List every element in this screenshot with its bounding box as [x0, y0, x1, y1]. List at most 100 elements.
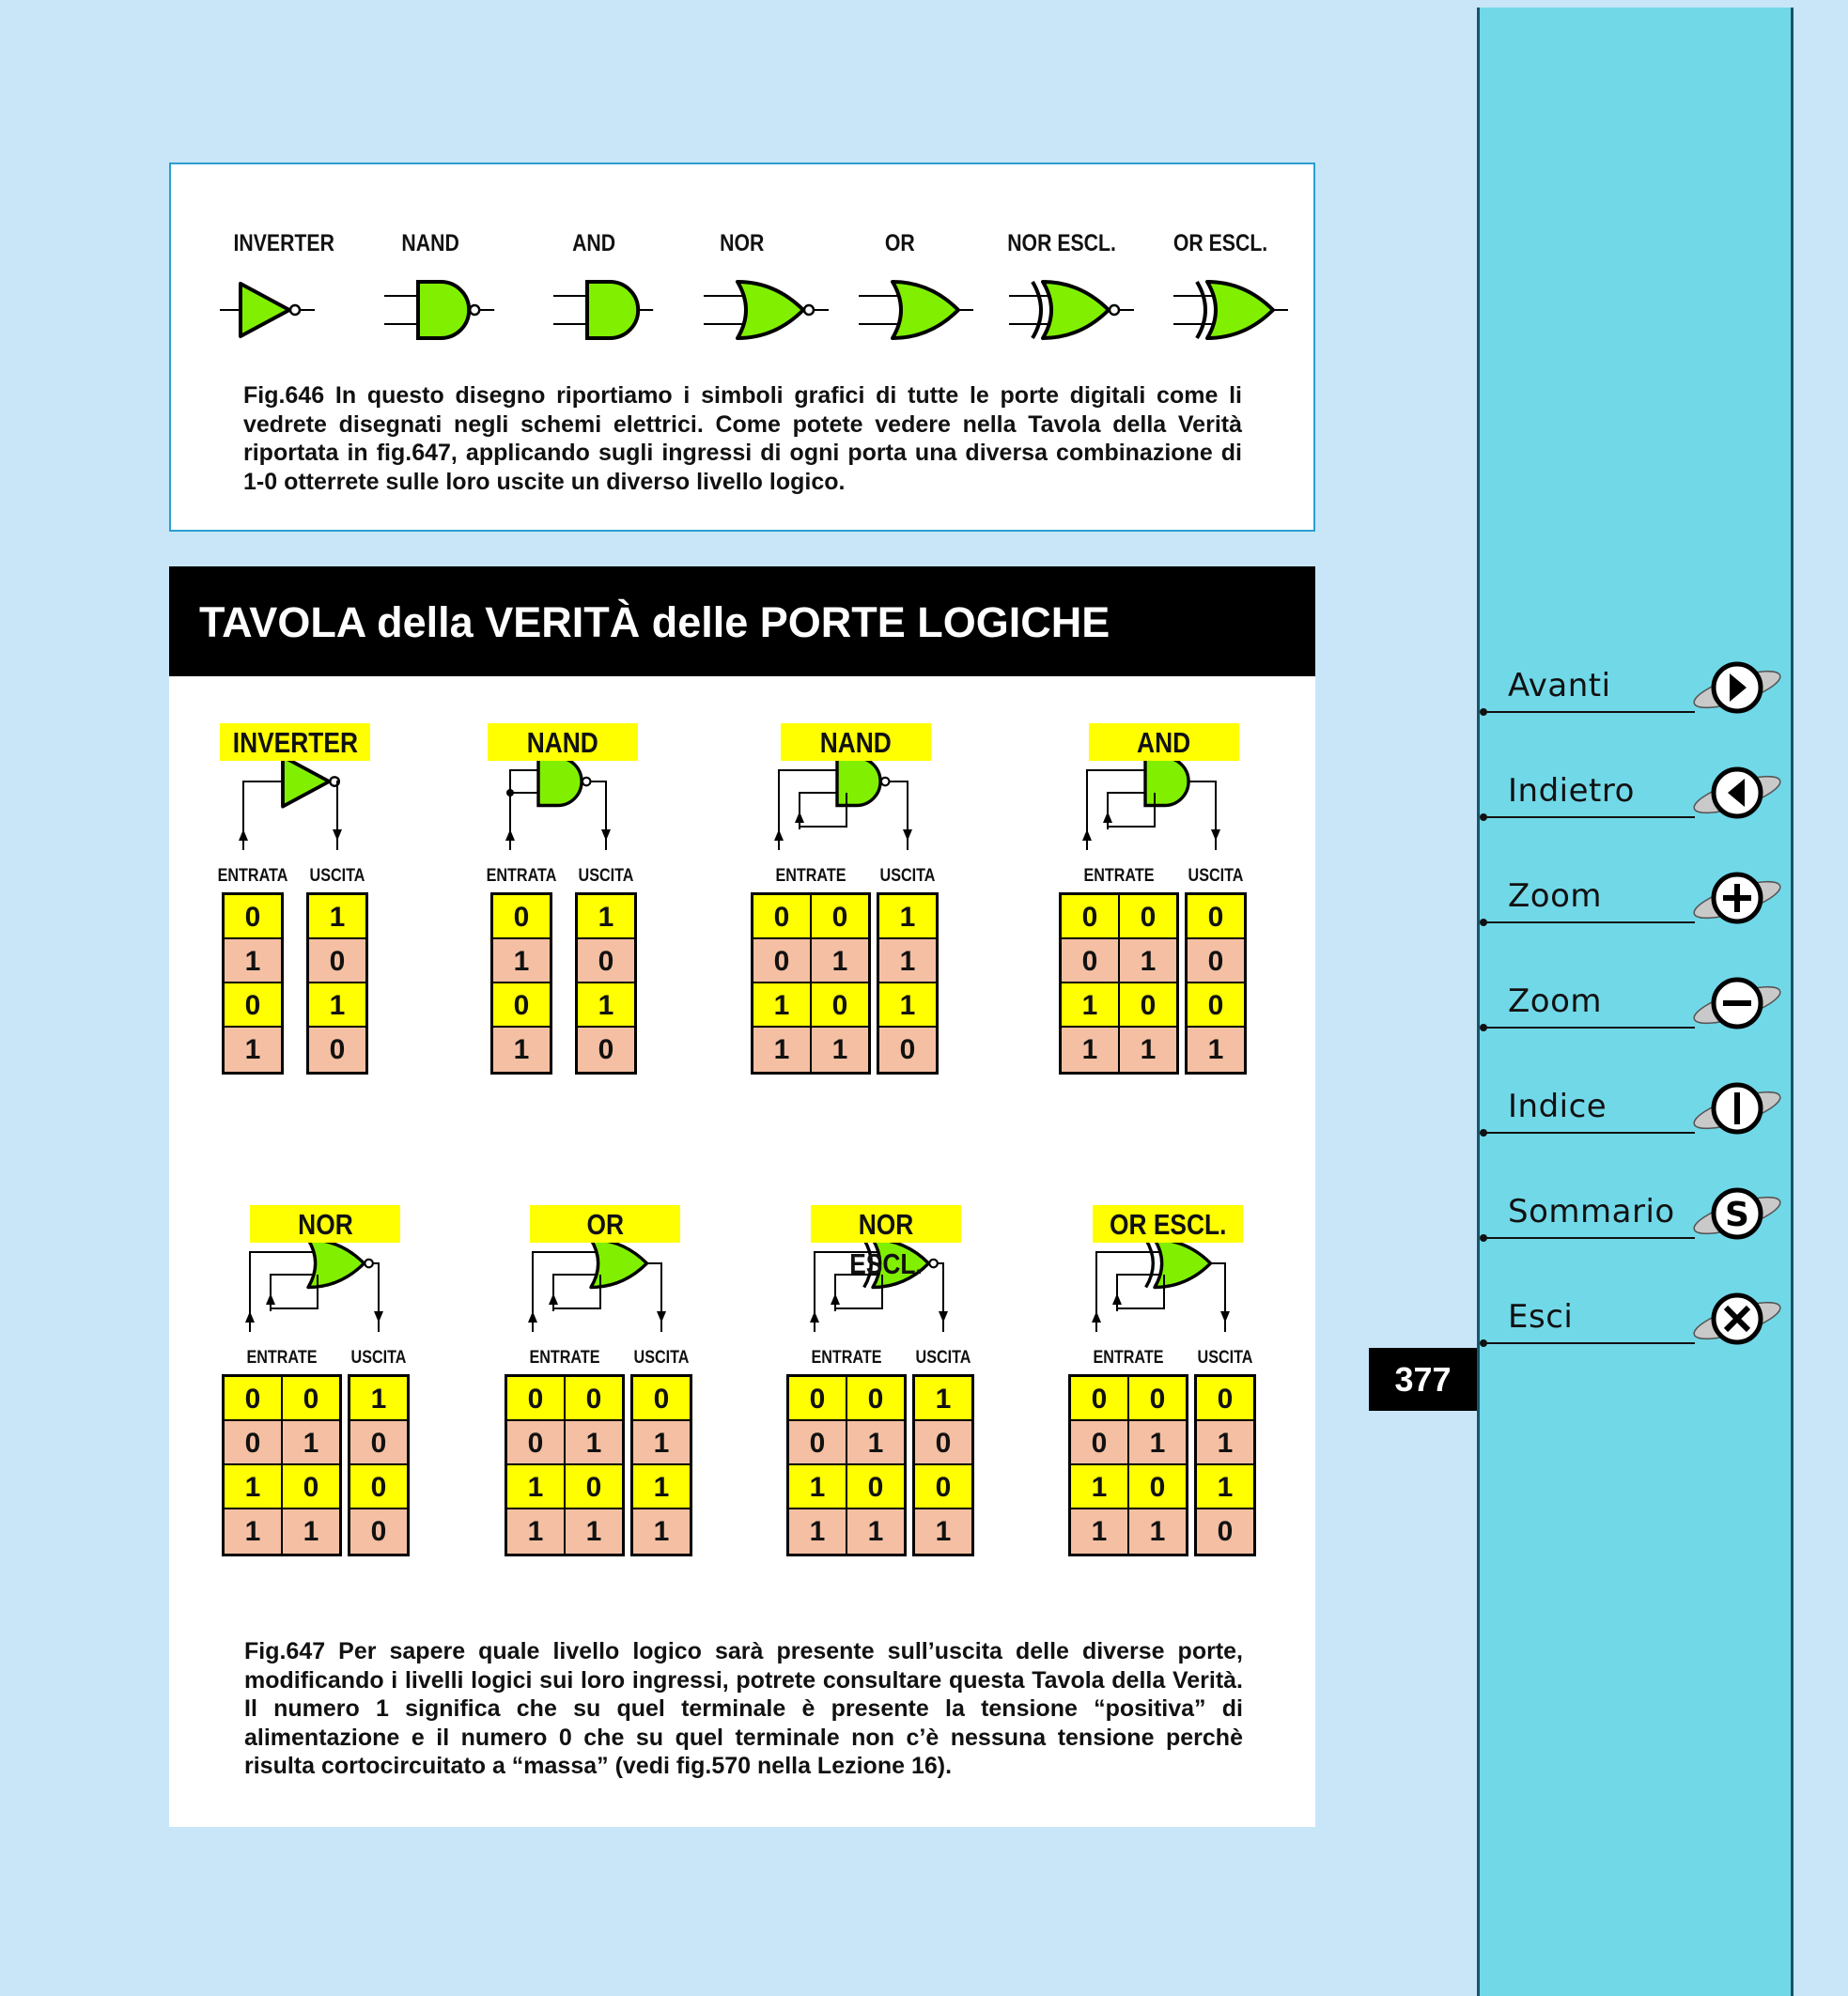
fig646-panel: INVERTER NAND AND NOR OR NOR ESCL. OR ES… [169, 162, 1315, 532]
table-cell: 0 [1120, 983, 1176, 1028]
table-cell: 0 [493, 895, 550, 939]
nav-indietro-button[interactable]: Indietro [1480, 757, 1790, 832]
truth-tables-panel: INVERTER 0 1 0 1 1 0 1 0 ENTRATA USCITA NAND 0 1 0 1 1 0 1… [169, 676, 1315, 1827]
summary-icon[interactable]: S [1688, 1182, 1786, 1246]
table-cell: 1 [1062, 983, 1118, 1028]
uscita-label: USCITA [633, 1348, 690, 1368]
nav-zoom-out-button[interactable]: Zoom [1480, 967, 1790, 1043]
table-cell: 1 [493, 1028, 550, 1072]
uscita-label: USCITA [879, 866, 936, 886]
table-cell: 1 [789, 1465, 846, 1509]
table-cell: 1 [915, 1509, 971, 1554]
table-cell: 1 [309, 895, 365, 939]
table-cell: 0 [578, 1028, 634, 1072]
table-cell: 1 [1129, 1421, 1186, 1465]
table-cell: 1 [915, 1377, 971, 1421]
schematic-nand [505, 755, 611, 850]
table-cell: 0 [566, 1465, 622, 1509]
table-cell: 1 [879, 983, 936, 1028]
table-cell: 1 [879, 939, 936, 983]
gate-nor [306, 1237, 374, 1290]
table-cell: 0 [879, 1028, 936, 1072]
entrate-label: ENTRATE [246, 1348, 318, 1368]
table-cell: 0 [812, 895, 868, 939]
table-cell: 0 [350, 1509, 407, 1554]
table-cell: 0 [1188, 983, 1244, 1028]
entrate-label: ENTRATA [486, 866, 557, 886]
table-cell: 1 [1071, 1509, 1127, 1554]
table-cell: 1 [1120, 1028, 1176, 1072]
gate-or [589, 1237, 649, 1290]
nav-underline [1483, 921, 1695, 923]
uscita-label: USCITA [309, 866, 365, 886]
nav-underline [1483, 816, 1695, 818]
table-cell: 1 [789, 1509, 846, 1554]
table-cell: 0 [1188, 895, 1244, 939]
play-icon[interactable] [1688, 656, 1786, 719]
table-cell: 0 [1197, 1377, 1253, 1421]
or-escl-symbol [1173, 280, 1288, 340]
symbol-label-and: AND [572, 230, 616, 256]
nav-sommario-button[interactable]: Sommario S [1480, 1178, 1790, 1253]
schematic-or [528, 1237, 666, 1332]
nav-underline [1483, 1027, 1695, 1029]
table-cell: 1 [847, 1421, 904, 1465]
table-cell: 1 [633, 1465, 690, 1509]
table-cell: 0 [1129, 1465, 1186, 1509]
close-icon[interactable] [1688, 1287, 1786, 1351]
nav-indice-button[interactable]: Indice [1480, 1073, 1790, 1148]
uscita-label: USCITA [350, 1348, 407, 1368]
gate-label-text: AND [1137, 726, 1191, 759]
nav-underline [1483, 1237, 1695, 1239]
table-cell: 0 [1062, 895, 1118, 939]
gate-label-text: NAND [819, 726, 893, 759]
table-cell: 0 [1062, 939, 1118, 983]
table-cell: 0 [309, 1028, 365, 1072]
nav-zoom-in-button[interactable]: Zoom [1480, 862, 1790, 937]
index-icon[interactable] [1688, 1076, 1786, 1140]
table-cell: 0 [753, 895, 810, 939]
entrate-label: ENTRATE [1083, 866, 1155, 886]
nav-avanti-button[interactable]: Avanti [1480, 652, 1790, 727]
zoom-in-icon[interactable] [1688, 866, 1786, 930]
table-cell: 0 [1071, 1421, 1127, 1465]
table-cell: 1 [507, 1509, 564, 1554]
table-cell: 1 [225, 1465, 281, 1509]
uscita-label: USCITA [1188, 866, 1244, 886]
schematic-nor-escl [810, 1237, 948, 1332]
gate-inverter [281, 754, 341, 809]
table-cell: 0 [350, 1465, 407, 1509]
inverter-symbol [220, 282, 315, 338]
nav-label: Zoom [1508, 983, 1603, 1020]
gate-nand [536, 755, 592, 808]
nav-label: Indietro [1508, 772, 1635, 810]
gate-label-nor: NOR [250, 1205, 400, 1243]
table-cell: 0 [1197, 1509, 1253, 1554]
table-cell: 0 [507, 1377, 564, 1421]
table-cell: 1 [225, 1028, 281, 1072]
table-cell: 0 [225, 983, 281, 1028]
nav-esci-button[interactable]: Esci [1480, 1283, 1790, 1358]
back-icon[interactable] [1688, 761, 1786, 825]
symbol-label-or-escl: OR ESCL. [1172, 230, 1268, 256]
zoom-out-icon[interactable] [1688, 971, 1786, 1035]
entrate-label: ENTRATE [811, 1348, 882, 1368]
gate-label-nor-escl: NOR ESCL. [811, 1205, 961, 1280]
table-cell: 0 [309, 939, 365, 983]
gate-or-escl [1144, 1237, 1213, 1290]
table-cell: 1 [1062, 1028, 1118, 1072]
table-cell: 0 [812, 983, 868, 1028]
nor-symbol [704, 280, 829, 340]
gate-label-or-escl: OR ESCL. [1093, 1205, 1243, 1243]
uscita-label: USCITA [1197, 1348, 1253, 1368]
